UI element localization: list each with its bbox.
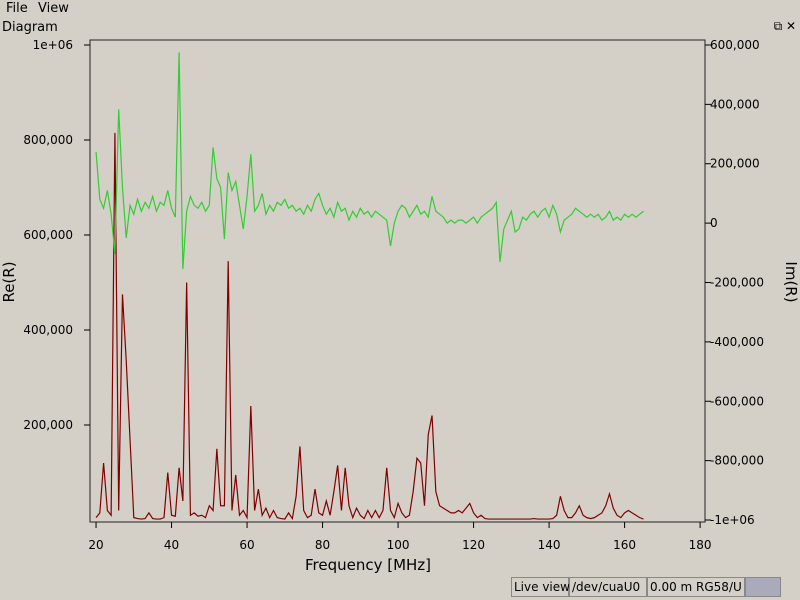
y2-tick-label: 200,000: [710, 157, 760, 171]
y2-tick-label: -400,000: [710, 335, 764, 349]
x-tick-label: 80: [315, 538, 330, 552]
x-tick-label: 180: [689, 538, 712, 552]
y2-tick-label: -600,000: [710, 394, 764, 408]
y2-axis-label: Im(R): [782, 261, 800, 302]
dock-buttons[interactable]: ⧉ ✕: [773, 19, 796, 33]
x-tick-label: 100: [387, 538, 410, 552]
status-item: /dev/cuaU0: [569, 577, 647, 597]
data-line: [95, 52, 644, 270]
y-tick-label: 600,000: [23, 228, 73, 242]
plot-frame: [89, 39, 706, 523]
y-tick-label: 800,000: [23, 133, 73, 147]
y-axis-label: Re(R): [0, 261, 18, 302]
dock-title: Diagram: [2, 20, 58, 35]
y2-tick-label: 600,000: [710, 38, 760, 52]
menu-item[interactable]: File: [6, 1, 28, 16]
y2-tick-label: -800,000: [710, 454, 764, 468]
x-tick-label: 60: [239, 538, 254, 552]
y2-tick-label: 0: [710, 216, 718, 230]
x-tick-label: 20: [88, 538, 103, 552]
x-tick-label: 160: [613, 538, 636, 552]
y-tick-label: 400,000: [23, 323, 73, 337]
y-tick-label: 200,000: [23, 418, 73, 432]
y-tick-label: 1e+06: [33, 38, 73, 52]
status-item: Live view: [511, 577, 570, 597]
x-tick-label: 120: [462, 538, 485, 552]
y2-tick-label: -200,000: [710, 275, 764, 289]
x-tick-label: 40: [164, 538, 179, 552]
menu-item[interactable]: View: [38, 1, 69, 16]
y2-tick-label: 400,000: [710, 97, 760, 111]
status-icon[interactable]: [745, 577, 781, 597]
y2-tick-label: -1e+06: [710, 513, 755, 527]
data-line: [95, 132, 644, 521]
x-tick-label: 140: [538, 538, 561, 552]
x-axis-label: Frequency [MHz]: [305, 556, 431, 574]
menu-bar: File View: [0, 0, 800, 18]
status-item: 0.00 m RG58/U: [647, 577, 745, 597]
